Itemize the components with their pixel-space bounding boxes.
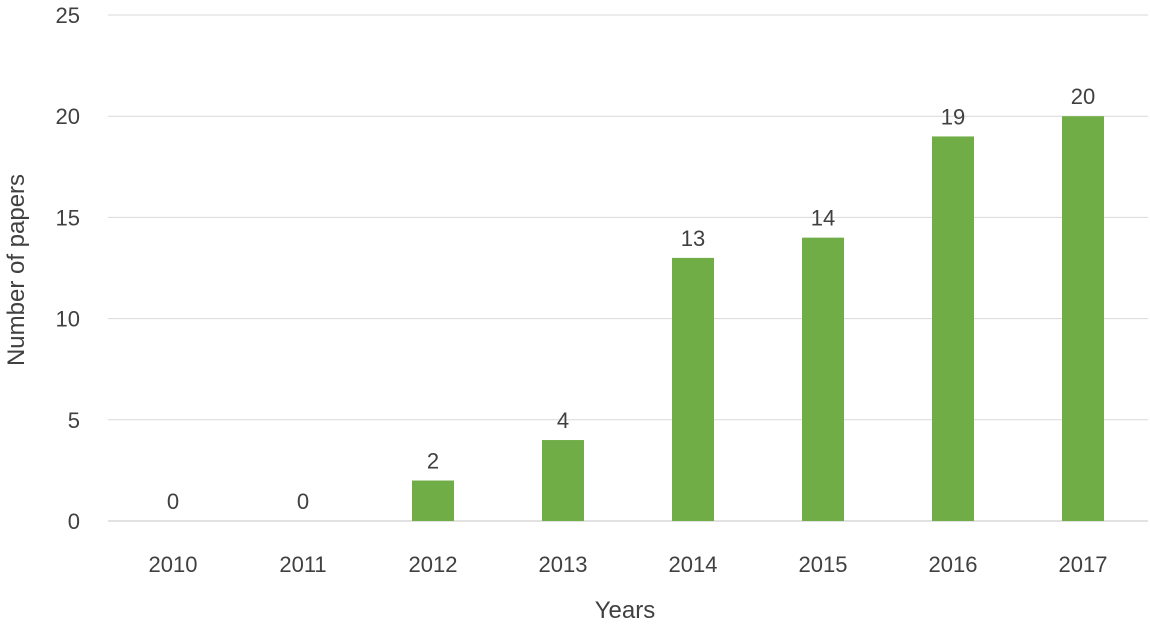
bars	[412, 116, 1104, 521]
bar-2012	[412, 480, 454, 521]
data-label-2015: 14	[811, 206, 835, 231]
x-tick-label-2013: 2013	[539, 552, 588, 577]
y-tick-label: 25	[56, 3, 80, 28]
x-axis-ticks: 2010 2011 2012 2013 2014 2015 2016 2017	[149, 552, 1108, 577]
y-axis-ticks: 0 5 10 15 20 25	[56, 3, 80, 534]
x-tick-label-2011: 2011	[279, 552, 326, 577]
x-tick-label-2016: 2016	[929, 552, 978, 577]
y-tick-label: 20	[56, 104, 80, 129]
bar-2017	[1062, 116, 1104, 521]
data-labels: 0 0 2 4 13 14 19 20	[167, 84, 1095, 514]
data-label-2014: 13	[681, 226, 705, 251]
data-label-2017: 20	[1071, 84, 1095, 109]
bar-2014	[672, 257, 714, 521]
data-label-2011: 0	[297, 489, 309, 514]
data-label-2013: 4	[557, 408, 569, 433]
x-tick-label-2010: 2010	[149, 552, 198, 577]
y-tick-label: 10	[56, 307, 80, 332]
data-label-2012: 2	[427, 449, 439, 474]
gridlines	[108, 14, 1148, 522]
x-tick-label-2015: 2015	[799, 552, 848, 577]
x-tick-label-2014: 2014	[669, 552, 718, 577]
y-axis-title: Number of papers	[3, 174, 30, 366]
bar-2015	[802, 237, 844, 521]
data-label-2016: 19	[941, 104, 965, 129]
y-tick-label: 5	[68, 408, 80, 433]
bar-2016	[932, 136, 974, 521]
x-tick-label-2017: 2017	[1059, 552, 1108, 577]
x-axis-title: Years	[595, 597, 656, 624]
y-tick-label: 0	[68, 509, 80, 534]
x-tick-label-2012: 2012	[409, 552, 458, 577]
bar-2013	[542, 440, 584, 521]
y-tick-label: 15	[56, 205, 80, 230]
data-label-2010: 0	[167, 489, 179, 514]
